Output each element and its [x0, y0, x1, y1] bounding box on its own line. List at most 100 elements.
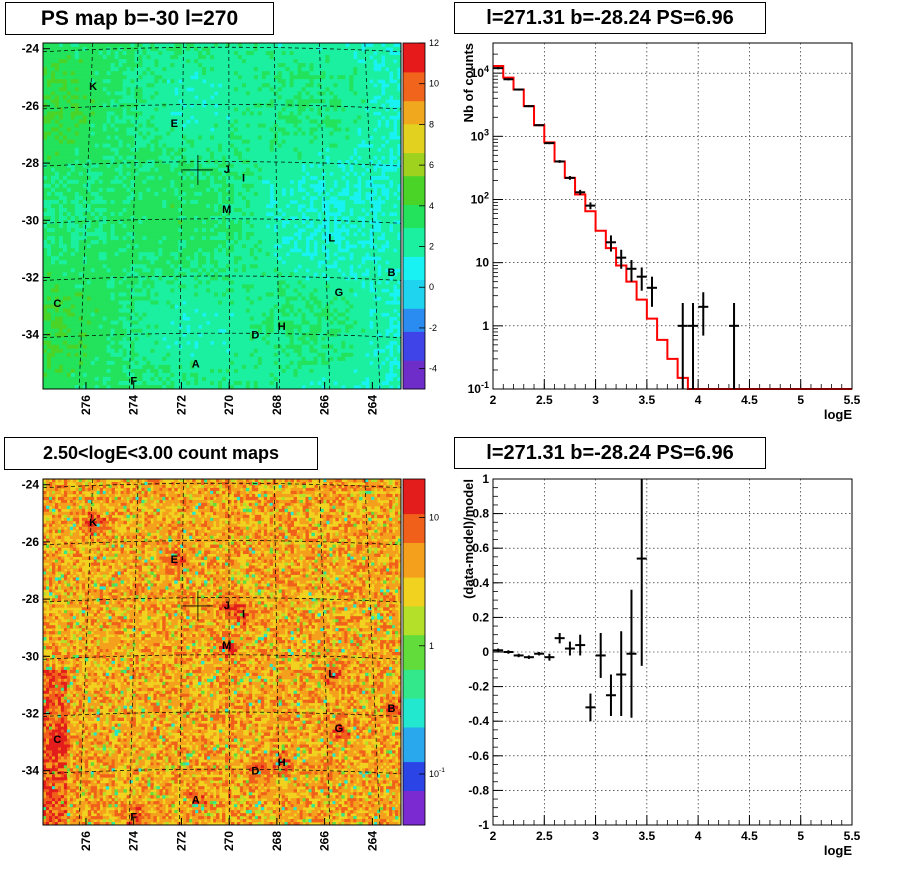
- ps_map-source-e: E: [171, 118, 178, 130]
- ps_map-source-labels: K E JI M L B G C H D A F: [53, 81, 395, 388]
- residual-x-tick-label-6: 5: [797, 829, 804, 843]
- count_map-source-d: D: [251, 766, 259, 778]
- residual-y-tick-label-8: 0.6: [472, 541, 489, 555]
- count_map-parallel-3: [42, 654, 402, 660]
- ps_map-y-tick-label-3: -30: [22, 213, 40, 227]
- residual-x-axis-title: logE: [824, 843, 852, 858]
- spectrum-point-10: [605, 235, 616, 252]
- residual-grid: [492, 478, 853, 826]
- spectrum-point-1: [503, 78, 514, 81]
- ps_map-y-tick-label-5: -34: [22, 328, 40, 342]
- count_map-source-i: I: [242, 608, 245, 620]
- spectrum-point-17: [698, 292, 709, 336]
- ps_map-x-tick-label-0: 276: [79, 395, 93, 415]
- spectrum-point-15: [677, 302, 688, 389]
- spectrum-point-3: [523, 105, 534, 108]
- count_map-colorbar-label-1: 1: [429, 641, 434, 651]
- spectrum-point-5: [544, 142, 555, 145]
- residual-point-6: [554, 632, 565, 644]
- count-map-title: 2.50<logE<3.00 count maps: [4, 437, 318, 470]
- count_map-meridian-6: [364, 478, 381, 826]
- residual-y-tick-label-0: -1: [478, 818, 489, 832]
- count_map-x-tick-label-1: 274: [127, 831, 141, 851]
- count_map-heatmap: K E JI M L B G C H D A F -24 -26 -28 -30 -32 -34 276 274 272…: [22, 478, 402, 851]
- ps_map-colorbar-label-5: 2: [429, 242, 434, 252]
- spectrum-x-tick-label-1: 2.5: [536, 393, 553, 407]
- ps_map-source-i: I: [242, 172, 245, 184]
- ps_map-source-k: K: [89, 81, 97, 93]
- ps_map-heatmap: K E JI M L B G C H D A F -24 -26 -28 -30 -32 -34 276 274 272…: [22, 42, 402, 415]
- residual-axes: 2 2.5 3 3.5 4 4.5 5 5.5 -1 -0.8 -0.6 -0.4 -0.2 0 0.2 0.…: [461, 472, 861, 858]
- residual-title: l=271.31 b=-28.24 PS=6.96: [454, 437, 766, 469]
- spectrum-x-tick-label-3: 3.5: [639, 393, 656, 407]
- residual-point-1: [503, 650, 514, 654]
- ps_map-source-h: H: [278, 321, 286, 333]
- residual-point-3: [523, 655, 534, 659]
- residual-point-7: [564, 641, 575, 656]
- count_map-meridian-5: [319, 478, 331, 826]
- ps_map-parallel-5: [42, 332, 402, 339]
- count_map-meridian-4: [273, 478, 280, 826]
- spectrum-data-points: [493, 67, 740, 389]
- ps_map-source-m: M: [222, 204, 231, 216]
- count_map-frame: [42, 478, 402, 826]
- count_map-x-tick-label-3: 270: [222, 831, 236, 851]
- ps_map-parallel-4: [42, 275, 402, 281]
- ps_map-parallel-0: [42, 46, 402, 53]
- spectrum-y-tick-label-4: 103: [471, 127, 489, 143]
- count_map-x-tick-label-6: 264: [365, 831, 379, 851]
- ps_map-colorbar-label-1: 10: [429, 79, 439, 89]
- spectrum-point-4: [534, 124, 545, 127]
- spectrum-point-9: [585, 202, 596, 210]
- ps_map-meridian-6: [364, 42, 381, 390]
- ps_map-source-a: A: [192, 358, 200, 370]
- ps_map-meridian-3: [228, 42, 230, 390]
- spectrum-point-7: [564, 176, 575, 180]
- residual-point-11: [605, 674, 616, 717]
- spectrum-point-18: [729, 302, 740, 389]
- count_map-parallel-2: [42, 597, 402, 603]
- spectrum-point-8: [575, 189, 586, 195]
- count_map-y-tick-label-4: -32: [22, 706, 40, 720]
- spectrum-point-16: [688, 302, 699, 389]
- spectrum-x-tick-label-2: 3: [592, 393, 599, 407]
- residual-y-tick-label-3: -0.4: [468, 714, 489, 728]
- spectrum-title: l=271.31 b=-28.24 PS=6.96: [454, 2, 766, 34]
- spectrum-axes: 2 2.5 3 3.5 4 4.5 5 5.5 10-1 1 10 102 103 104 logE Nb o…: [461, 43, 861, 422]
- ps_map-x-tick-label-3: 270: [222, 395, 236, 415]
- ps_map-parallel-1: [42, 104, 402, 110]
- count_map-colorbar-label-0: 10: [429, 513, 439, 523]
- spectrum-x-tick-label-4: 4: [695, 393, 702, 407]
- residual-y-tick-label-5: 0: [482, 645, 489, 659]
- count_map-source-k: K: [89, 517, 97, 529]
- count_map-axes: -24 -26 -28 -30 -32 -34 276 274 272 270 268 266 264: [22, 478, 380, 851]
- ps_map-source-j: J: [224, 164, 230, 176]
- ps_map-source-g: G: [335, 287, 344, 299]
- count_map-colorbar: 10 1 10-1: [402, 478, 445, 826]
- residual-x-tick-label-3: 3.5: [639, 829, 656, 843]
- residual-point-10: [595, 632, 606, 678]
- spectrum-point-2: [513, 88, 524, 91]
- residual-y-tick-label-4: -0.2: [468, 680, 489, 694]
- spectrum-x-tick-label-7: 5.5: [844, 393, 861, 407]
- count_map-parallel-5: [42, 768, 402, 775]
- ps_map-colorbar-label-6: 0: [429, 282, 434, 292]
- residual-point-14: [636, 479, 647, 666]
- count_map-colorbar-label-2: 10-1: [429, 767, 445, 779]
- residual-data-points: [493, 479, 647, 722]
- residual-y-tick-label-2: -0.6: [468, 749, 489, 763]
- spectrum-point-0: [493, 67, 504, 70]
- residual-plot: 2 2.5 3 3.5 4 4.5 5 5.5 -1 -0.8 -0.6 -0.4 -0.2 0 0.2 0.…: [461, 472, 861, 858]
- ps_map-source-b: B: [387, 267, 395, 279]
- count_map-source-h: H: [278, 757, 286, 769]
- ps_map-colorbar-frame: [402, 42, 426, 390]
- count_map-coordinate-grid: [42, 478, 402, 826]
- spectrum-frame: [492, 42, 853, 390]
- count_map-y-tick-label-0: -24: [22, 478, 40, 492]
- residual-point-5: [544, 653, 555, 661]
- count_map-source-b: B: [387, 703, 395, 715]
- ps_map-axes: -24 -26 -28 -30 -32 -34 276 274 272 270 268 266 264: [22, 42, 380, 415]
- residual-y-tick-label-7: 0.4: [472, 576, 489, 590]
